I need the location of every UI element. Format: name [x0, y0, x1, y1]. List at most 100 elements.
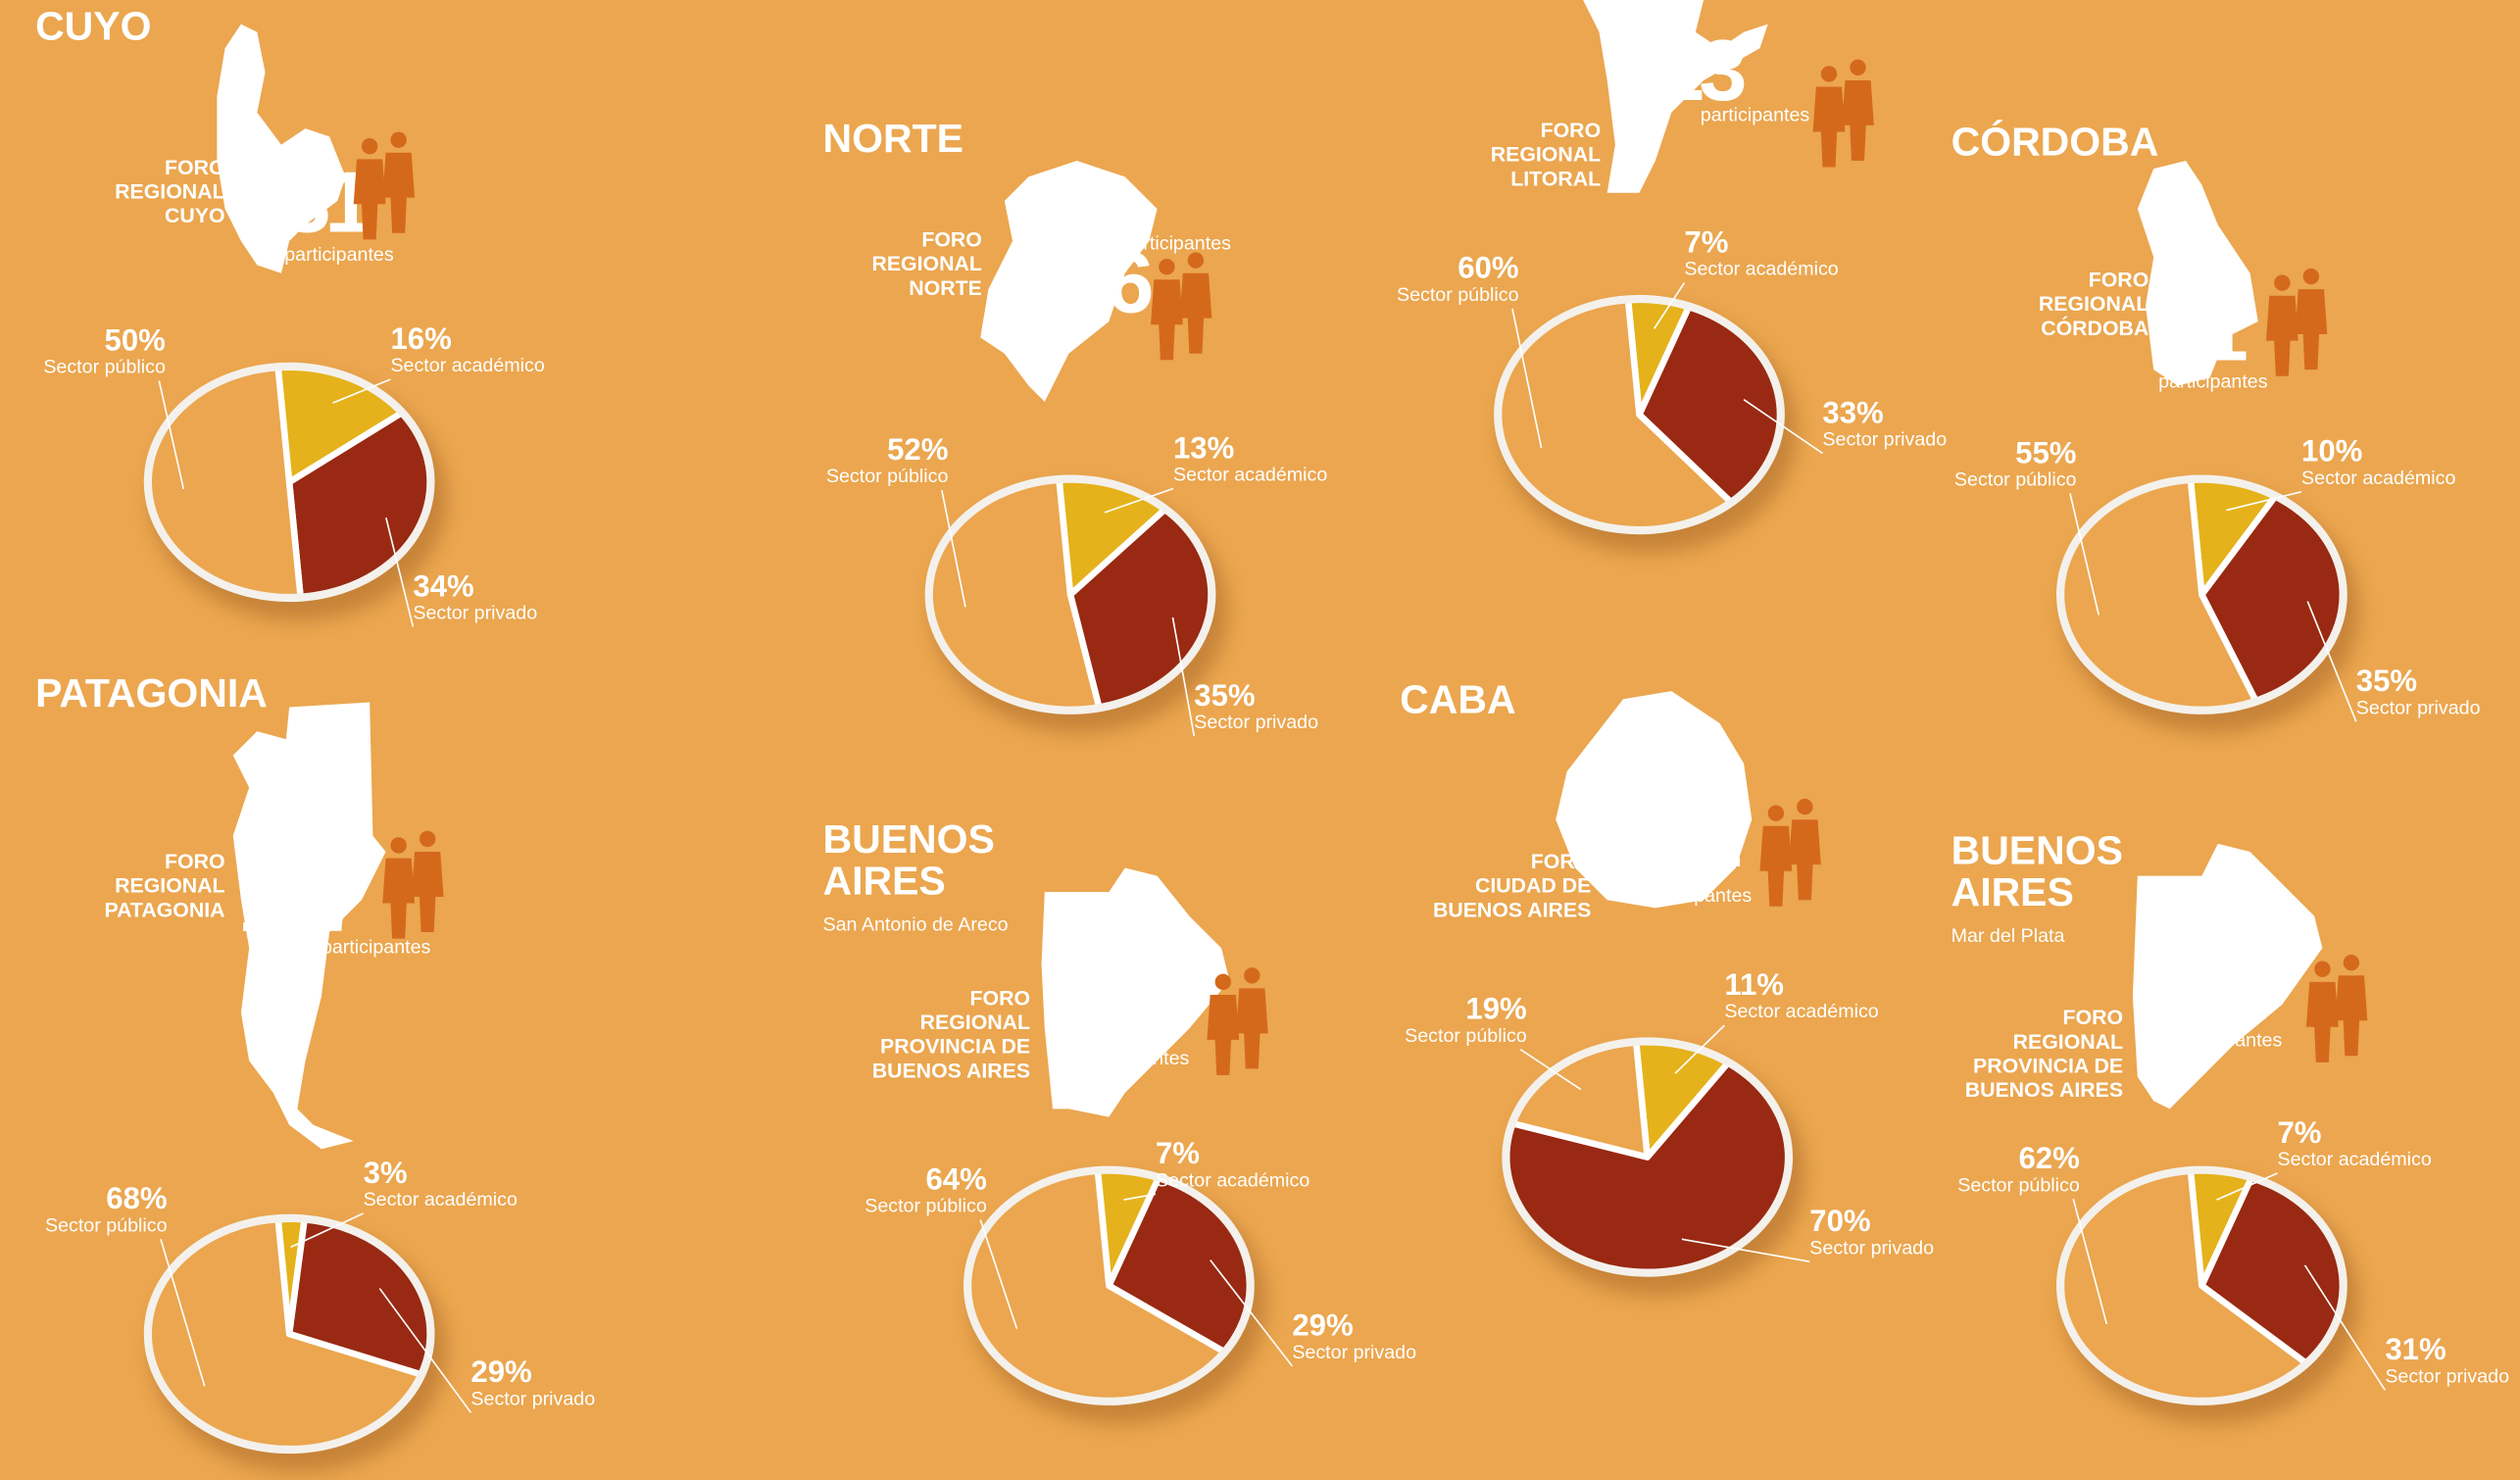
category-label: Sector público: [826, 466, 949, 487]
person-head: [2274, 274, 2291, 291]
category-label: Sector privado: [470, 1388, 595, 1409]
category-label: Sector académico: [1724, 1001, 1878, 1022]
participants-count: 123: [1615, 22, 1745, 119]
map-buenos-aires: [2132, 843, 2323, 1110]
leader-line: [979, 1219, 1018, 1330]
forum-label: REGIONAL: [115, 874, 224, 898]
forum-label: CIUDAD DE: [1475, 874, 1591, 898]
leader-line: [2072, 1199, 2108, 1325]
participants-label: participantes: [1080, 1048, 1190, 1069]
value-label: 29%: [1292, 1308, 1353, 1343]
forum-label: FORO: [1531, 850, 1592, 873]
category-label: Sector privado: [2356, 697, 2481, 718]
map-buenos-aires: [1041, 867, 1230, 1117]
person-head: [390, 131, 407, 148]
value-label: 29%: [470, 1355, 531, 1389]
leader-line: [290, 1212, 364, 1249]
participants-count: 81: [1653, 788, 1741, 885]
value-label: 68%: [106, 1181, 167, 1215]
leader-line: [2069, 493, 2100, 616]
pie-rim: [2055, 1165, 2347, 1406]
category-label: Sector privado: [1809, 1237, 1934, 1258]
person-body: [382, 858, 416, 939]
person-head: [2302, 268, 2320, 285]
region-subtitle: San Antonio de Areco: [823, 914, 1009, 936]
region-title: CÓRDOBA: [1952, 119, 2159, 164]
value-label: 11%: [1724, 967, 1784, 1002]
map-norte: [980, 160, 1158, 402]
category-label: Sector académico: [2301, 468, 2455, 489]
pie-rim: [1502, 1037, 1794, 1277]
region-title: AIRES: [823, 859, 946, 904]
region-subtitle: Mar del Plata: [1952, 925, 2065, 947]
value-label: 35%: [2356, 664, 2417, 698]
person-body: [411, 852, 444, 933]
participants-count: 61: [1073, 962, 1161, 1059]
people-icon: [1207, 967, 1268, 1075]
region-title: CABA: [1400, 676, 1515, 721]
pie-slice: [144, 363, 304, 602]
forum-label: LITORAL: [1510, 167, 1601, 190]
value-label: 55%: [2015, 435, 2076, 469]
value-label: 70%: [1809, 1204, 1870, 1238]
forum-label: REGIONAL: [871, 252, 981, 275]
category-label: Sector privado: [1292, 1342, 1416, 1363]
participants-label: participantes: [1122, 232, 1232, 254]
forum-label: BUENOS AIRES: [1433, 898, 1591, 921]
category-label: Sector público: [865, 1196, 987, 1217]
map-caba: [1556, 691, 1753, 909]
value-label: 7%: [1156, 1136, 1200, 1170]
person-body: [1179, 272, 1212, 354]
value-label: 16%: [390, 321, 451, 356]
map-cuyo: [217, 24, 346, 273]
leader-line: [2216, 1172, 2278, 1201]
leader-line: [1653, 282, 1686, 329]
pie-rim: [924, 474, 1216, 715]
forum-label: FORO: [2063, 1006, 2124, 1029]
forum-label: FORO: [1541, 119, 1602, 142]
value-label: 31%: [2385, 1332, 2446, 1366]
category-label: Sector privado: [1194, 712, 1318, 733]
value-label: 19%: [1465, 992, 1526, 1026]
person-body: [1788, 819, 1821, 901]
forum-label: CUYO: [165, 204, 225, 227]
category-label: Sector académico: [364, 1189, 518, 1210]
people-icon: [2305, 954, 2368, 1062]
leader-line: [160, 1238, 206, 1387]
people-icon: [1812, 59, 1874, 168]
forum-label: PROVINCIA DE: [1973, 1054, 2123, 1077]
leader-line: [2303, 1264, 2387, 1391]
category-label: Sector privado: [413, 603, 537, 624]
person-body: [2265, 295, 2298, 376]
category-label: Sector académico: [1173, 465, 1327, 486]
forum-label: REGIONAL: [1491, 143, 1601, 167]
leader-line: [1104, 487, 1174, 514]
participants-label: participantes: [284, 244, 394, 266]
person-head: [1214, 973, 1232, 991]
person-body: [1842, 79, 1874, 161]
category-label: Sector académico: [2277, 1149, 2431, 1170]
value-label: 64%: [925, 1161, 986, 1196]
people-icon: [2265, 268, 2328, 376]
forum-label: FORO: [921, 228, 982, 252]
value-label: 35%: [1194, 678, 1255, 713]
person-head: [1850, 59, 1866, 76]
participants-count: 111: [2146, 941, 2266, 1038]
pie-rim: [143, 1213, 435, 1455]
people-icon: [1151, 252, 1212, 361]
category-label: Sector académico: [1684, 259, 1838, 280]
leader-line: [1681, 1238, 1810, 1262]
person-body: [2335, 975, 2368, 1057]
pie-rim: [143, 362, 435, 603]
map-patagonia: [232, 702, 386, 1150]
category-label: Sector público: [1405, 1025, 1527, 1047]
forum-label: REGIONAL: [920, 1011, 1030, 1034]
leader-line: [1171, 617, 1196, 737]
person-body: [1235, 988, 1268, 1069]
value-label: 13%: [1173, 430, 1234, 465]
value-label: 3%: [364, 1156, 408, 1190]
region-title: AIRES: [1952, 869, 2074, 914]
region-title: NORTE: [823, 116, 964, 161]
value-label: 60%: [1458, 251, 1518, 285]
